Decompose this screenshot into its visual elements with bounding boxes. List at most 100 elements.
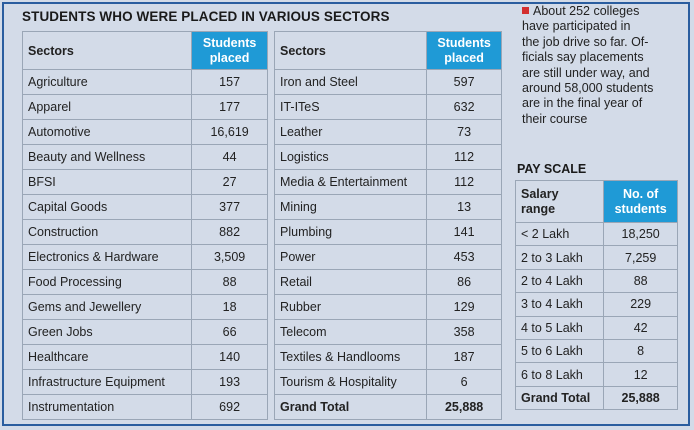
infographic-title: STUDENTS WHO WERE PLACED IN VARIOUS SECT…: [22, 9, 390, 24]
row-label: Iron and Steel: [273, 69, 428, 95]
table-row: 2 to 4 Lakh 88: [514, 268, 678, 294]
row-value: 157: [191, 69, 268, 95]
note-line: About 252 colleges: [533, 4, 640, 18]
row-label: Automotive: [21, 119, 193, 145]
row-value: 453: [426, 244, 502, 270]
row-value: 18: [191, 294, 268, 320]
row-label: 6 to 8 Lakh: [514, 362, 605, 387]
row-label: Leather: [273, 119, 428, 145]
row-value: 193: [191, 369, 268, 395]
row-value: 141: [426, 219, 502, 245]
row-label: Healthcare: [21, 344, 193, 370]
row-label: Green Jobs: [21, 319, 193, 345]
note-line: are in the final year of: [522, 96, 643, 111]
table-row: 4 to 5 Lakh 42: [514, 315, 678, 340]
row-value: 632: [426, 94, 502, 120]
table-row: Telecom 358: [273, 319, 502, 345]
table-row: BFSI 27: [21, 169, 268, 195]
pay-scale-table: Salary range No. of students < 2 Lakh 18,…: [514, 180, 678, 411]
header-line: Students: [202, 35, 257, 50]
row-value: 129: [426, 294, 502, 320]
no-of-students-header: No. of students: [603, 180, 678, 223]
table-row: Food Processing 88: [21, 269, 268, 295]
row-value: 88: [191, 269, 268, 295]
row-label: Textiles & Handlooms: [273, 344, 428, 370]
row-value: 25,888: [603, 385, 678, 411]
table-row: Plumbing 141: [273, 219, 502, 245]
table-row: Gems and Jewellery 18: [21, 294, 268, 320]
row-value: 882: [191, 219, 268, 245]
table-row: Capital Goods 377: [21, 194, 268, 220]
row-value: 73: [426, 119, 502, 145]
table-row: Power 453: [273, 244, 502, 270]
row-value: 42: [603, 315, 678, 340]
table-row: Healthcare 140: [21, 344, 268, 370]
header-line: placed: [444, 50, 484, 65]
note-line: the job drive so far. Of-: [522, 34, 649, 49]
row-label: 5 to 6 Lakh: [514, 338, 605, 364]
table-row: Rubber 129: [273, 294, 502, 320]
row-label: Retail: [273, 269, 428, 295]
row-label: Food Processing: [21, 269, 193, 295]
grand-total-row: Grand Total 25,888: [273, 394, 502, 420]
header-line: Students: [437, 35, 491, 50]
row-label: Electronics & Hardware: [21, 244, 193, 270]
table-row: Beauty and Wellness 44: [21, 144, 268, 170]
row-value: 358: [426, 319, 502, 345]
row-label: Power: [273, 244, 428, 270]
pay-scale-title: PAY SCALE: [517, 162, 587, 176]
row-label: Infrastructure Equipment: [21, 369, 193, 395]
row-value: 6: [426, 369, 502, 395]
table-row: Apparel 177: [21, 94, 268, 120]
table-row: Textiles & Handlooms 187: [273, 344, 502, 370]
table-row: IT-ITeS 632: [273, 94, 502, 120]
sectors-header: Sectors: [273, 31, 428, 70]
note-line: are still under way, and: [522, 65, 650, 80]
row-label: Grand Total: [514, 385, 605, 411]
table-row: Green Jobs 66: [21, 319, 268, 345]
row-value: 86: [426, 269, 502, 295]
row-value: 7,259: [603, 245, 678, 270]
note-line: their course: [522, 111, 588, 126]
row-label: Construction: [21, 219, 193, 245]
table-row: Media & Entertainment 112: [273, 169, 502, 195]
table-row: Tourism & Hospitality 6: [273, 369, 502, 395]
header-line: students: [614, 201, 667, 216]
header-line: Salary: [521, 186, 559, 201]
row-label: Plumbing: [273, 219, 428, 245]
row-label: 4 to 5 Lakh: [514, 315, 605, 340]
row-label: Gems and Jewellery: [21, 294, 193, 320]
row-label: Agriculture: [21, 69, 193, 95]
students-placed-header: Students placed: [426, 31, 502, 70]
sectors-table-left: Sectors Students placed Agriculture 157 Ap…: [21, 31, 268, 420]
note-line: ficials say placements: [522, 50, 644, 65]
table-row: 5 to 6 Lakh 8: [514, 338, 678, 364]
table-header-row: Salary range No. of students: [514, 180, 678, 223]
row-value: 12: [603, 362, 678, 387]
row-label: Logistics: [273, 144, 428, 170]
row-value: 44: [191, 144, 268, 170]
table-row: Leather 73: [273, 119, 502, 145]
row-value: 229: [603, 292, 678, 317]
row-label: 3 to 4 Lakh: [514, 292, 605, 317]
sectors-table-right: Sectors Students placed Iron and Steel 59…: [273, 31, 502, 420]
table-row: Retail 86: [273, 269, 502, 295]
table-row: 3 to 4 Lakh 229: [514, 292, 678, 317]
row-value: 377: [191, 194, 268, 220]
row-value: 27: [191, 169, 268, 195]
row-value: 112: [426, 144, 502, 170]
red-square-bullet-icon: [522, 7, 529, 14]
row-label: Instrumentation: [21, 394, 193, 420]
table-row: Electronics & Hardware 3,509: [21, 244, 268, 270]
row-value: 692: [191, 394, 268, 420]
row-label: Tourism & Hospitality: [273, 369, 428, 395]
row-value: 25,888: [426, 394, 502, 420]
row-value: 3,509: [191, 244, 268, 270]
row-label: Telecom: [273, 319, 428, 345]
row-label: 2 to 3 Lakh: [514, 245, 605, 270]
table-row: Infrastructure Equipment 193: [21, 369, 268, 395]
sectors-header: Sectors: [21, 31, 193, 70]
row-value: 16,619: [191, 119, 268, 145]
table-row: 2 to 3 Lakh 7,259: [514, 245, 678, 270]
row-label: Grand Total: [273, 394, 428, 420]
